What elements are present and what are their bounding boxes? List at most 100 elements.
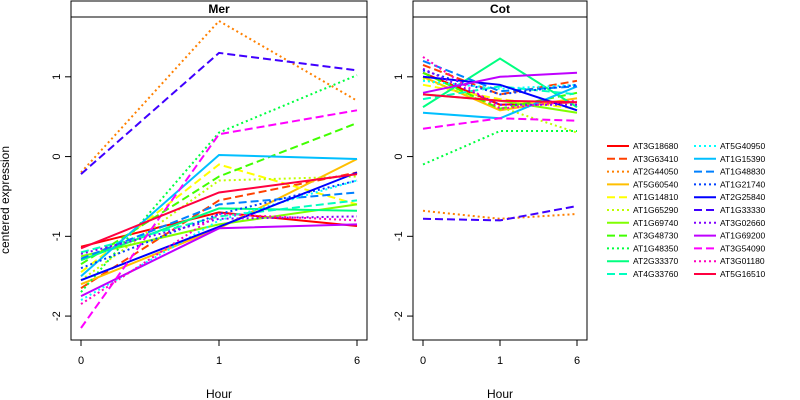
series-lines <box>80 19 358 329</box>
legend-label: AT5G16510 <box>720 269 765 279</box>
legend-item: AT1G48350 <box>607 243 678 253</box>
y-tick-label: 0 <box>51 154 63 160</box>
legend-label: AT1G21740 <box>720 179 765 189</box>
legend: AT3G18680 AT3G63410 AT2G44050 AT5G60540 AT1G… <box>607 141 765 279</box>
y-axis-label: centered expression <box>0 146 12 254</box>
series-line-at5g40950 <box>80 179 358 301</box>
legend-item: AT4G33760 <box>607 269 678 279</box>
legend-item: AT1G69740 <box>607 218 678 228</box>
legend-label: AT3G54090 <box>720 243 765 253</box>
y-axis: -2 -1 0 1 <box>51 74 71 321</box>
legend-label: AT2G33370 <box>633 256 678 266</box>
x-axis-label: Hour <box>487 387 513 400</box>
legend-item: AT1G48830 <box>694 167 765 177</box>
series-line-at2g33370 <box>80 207 358 262</box>
y-tick-label: -1 <box>393 231 405 241</box>
plot-frame <box>412 16 588 341</box>
legend-item: AT2G33370 <box>607 256 678 266</box>
series-line-at5g16510 <box>80 173 358 250</box>
legend-label: AT5G60540 <box>633 179 678 189</box>
legend-label: AT2G25840 <box>720 192 765 202</box>
series-line-at2g33370 <box>422 57 578 108</box>
legend-label: AT2G44050 <box>633 167 678 177</box>
series-line-at5g40950 <box>422 79 578 90</box>
y-axis: -2 -1 0 1 <box>393 74 413 321</box>
legend-item: AT1G15390 <box>694 154 765 164</box>
series-line-at1g65290 <box>80 175 358 282</box>
legend-item: AT3G02660 <box>694 218 765 228</box>
series-line-at4g33760 <box>422 85 578 101</box>
legend-item: AT2G44050 <box>607 167 678 177</box>
series-line-at2g44050 <box>80 19 358 174</box>
legend-item: AT1G69200 <box>694 231 765 241</box>
series-line-at2g44050 <box>422 209 578 220</box>
legend-label: AT1G15390 <box>720 154 765 164</box>
legend-label: AT1G48830 <box>720 167 765 177</box>
series-line-at5g16510 <box>422 93 578 104</box>
panels-group: Mer 0 1 6 Hour -2 -1 0 1 Cot 0 1 6 Hour -2 -1 0 1 <box>51 0 588 400</box>
legend-label: AT1G14810 <box>633 192 678 202</box>
series-line-at1g48830 <box>80 191 358 260</box>
y-tick-label: -2 <box>51 311 63 321</box>
series-line-at3g01180 <box>422 56 578 110</box>
y-tick-label: -2 <box>393 311 405 321</box>
series-line-at1g69740 <box>80 203 358 258</box>
series-line-at2g25840 <box>80 171 358 282</box>
x-axis: 0 1 6 Hour <box>78 340 360 400</box>
series-line-at3g54090 <box>80 109 358 329</box>
legend-label: AT4G33760 <box>633 269 678 279</box>
panel-title: Mer <box>208 2 230 16</box>
legend-label: AT1G48350 <box>633 243 678 253</box>
panel-mer: Mer 0 1 6 Hour -2 -1 0 1 <box>51 0 368 400</box>
series-line-at3g54090 <box>422 117 578 130</box>
legend-label: AT5G40950 <box>720 141 765 151</box>
series-line-at1g15390 <box>80 153 358 277</box>
x-tick-label: 0 <box>78 355 84 367</box>
x-tick-label: 1 <box>497 355 503 367</box>
series-line-at1g14810 <box>422 83 578 110</box>
y-tick-label: 1 <box>51 74 63 80</box>
legend-label: AT3G02660 <box>720 218 765 228</box>
legend-item: AT1G65290 <box>607 205 678 215</box>
legend-item: AT3G18680 <box>607 141 678 151</box>
series-line-at1g69200 <box>422 71 578 94</box>
series-line-at1g21740 <box>422 69 578 96</box>
legend-item: AT5G40950 <box>694 141 765 151</box>
x-axis-label: Hour <box>206 387 232 400</box>
panel-cot: Cot 0 1 6 Hour -2 -1 0 1 <box>393 0 588 400</box>
legend-item: AT1G21740 <box>694 179 765 189</box>
y-tick-label: -1 <box>51 231 63 241</box>
y-tick-label: 0 <box>393 154 405 160</box>
series-line-at1g65290 <box>422 77 578 134</box>
series-lines <box>422 56 578 222</box>
series-line-at4g33760 <box>80 199 358 254</box>
legend-label: AT3G01180 <box>720 256 765 266</box>
legend-item: AT3G48730 <box>607 231 678 241</box>
series-line-at1g33330 <box>80 51 358 175</box>
x-tick-label: 6 <box>574 355 580 367</box>
panel-title: Cot <box>490 2 510 16</box>
legend-item: AT1G33330 <box>694 205 765 215</box>
legend-label: AT1G69200 <box>720 231 765 241</box>
series-line-at1g48350 <box>422 130 577 166</box>
legend-label: AT3G48730 <box>633 231 678 241</box>
legend-item: AT3G54090 <box>694 243 765 253</box>
legend-item: AT1G14810 <box>607 192 678 202</box>
series-line-at1g48350 <box>80 74 358 293</box>
legend-item: AT3G01180 <box>694 256 765 266</box>
legend-label: AT1G33330 <box>720 205 765 215</box>
series-line-at1g33330 <box>422 205 578 222</box>
legend-item: AT5G60540 <box>607 179 678 189</box>
y-tick-label: 1 <box>393 74 405 80</box>
x-tick-label: 1 <box>216 355 222 367</box>
series-line-at1g69200 <box>80 223 358 297</box>
legend-label: AT3G18680 <box>633 141 678 151</box>
legend-item: AT3G63410 <box>607 154 678 164</box>
x-tick-label: 6 <box>354 355 360 367</box>
series-line-at1g48830 <box>422 59 578 93</box>
x-tick-label: 0 <box>420 355 426 367</box>
legend-label: AT1G69740 <box>633 218 678 228</box>
series-line-at3g01180 <box>80 212 358 305</box>
series-line-at3g02660 <box>422 67 577 106</box>
